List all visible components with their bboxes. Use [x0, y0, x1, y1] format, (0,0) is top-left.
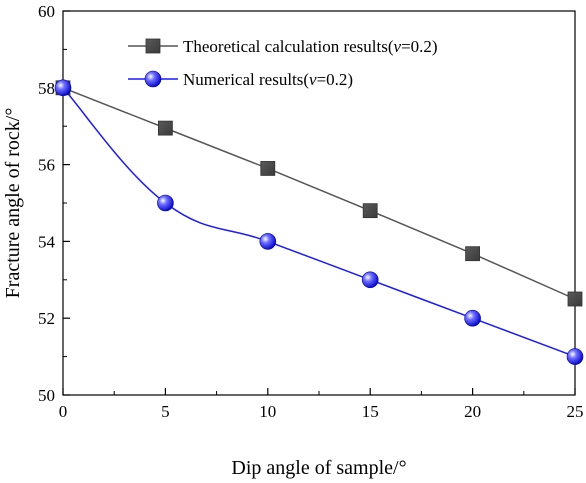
y-axis-ticks: 50 52 54 56 58 60: [38, 2, 70, 405]
legend-item-numerical: Numerical results(ν=0.2): [128, 70, 353, 89]
legend-marker-square: [145, 38, 161, 54]
x-tick-label: 5: [161, 402, 170, 421]
data-point-circle: [464, 309, 481, 327]
y-tick-label: 58: [38, 79, 55, 98]
x-tick-label: 25: [567, 402, 584, 421]
y-axis-label: Fracture angle of rock/°: [2, 108, 24, 299]
legend-marker-circle: [144, 70, 162, 88]
data-point-square: [157, 120, 173, 136]
x-tick-label: 20: [464, 402, 481, 421]
x-tick-label: 15: [362, 402, 379, 421]
data-point-circle: [566, 348, 584, 365]
y-tick-label: 50: [38, 386, 55, 405]
data-point-square: [362, 203, 378, 219]
series-lines: [62, 87, 576, 358]
data-point-square: [465, 246, 481, 262]
data-point-square: [260, 161, 276, 176]
x-axis-label: Dip angle of sample/°: [231, 457, 406, 479]
data-point-circle: [361, 271, 379, 289]
legend-label-theoretical: Theoretical calculation results(ν=0.2): [183, 37, 438, 56]
data-point-circle: [54, 79, 72, 97]
legend-item-theoretical: Theoretical calculation results(ν=0.2): [128, 37, 438, 56]
y-tick-label: 56: [38, 156, 55, 175]
series-line-0: [62, 87, 576, 300]
x-axis-ticks: 0 5 10 15 20 25: [59, 388, 584, 421]
data-point-circle: [259, 233, 277, 250]
series-markers: [54, 79, 584, 365]
legend: Theoretical calculation results(ν=0.2) N…: [128, 37, 438, 89]
data-point-square: [567, 291, 583, 307]
y-tick-label: 52: [38, 309, 55, 328]
x-tick-label: 10: [259, 402, 276, 421]
x-tick-label: 0: [59, 402, 68, 421]
y-tick-label: 60: [38, 2, 55, 21]
legend-label-numerical: Numerical results(ν=0.2): [183, 70, 353, 89]
series-line-1: [62, 87, 576, 358]
data-point-circle: [157, 194, 174, 212]
plot-frame: [62, 10, 576, 396]
y-tick-label: 54: [38, 232, 56, 251]
